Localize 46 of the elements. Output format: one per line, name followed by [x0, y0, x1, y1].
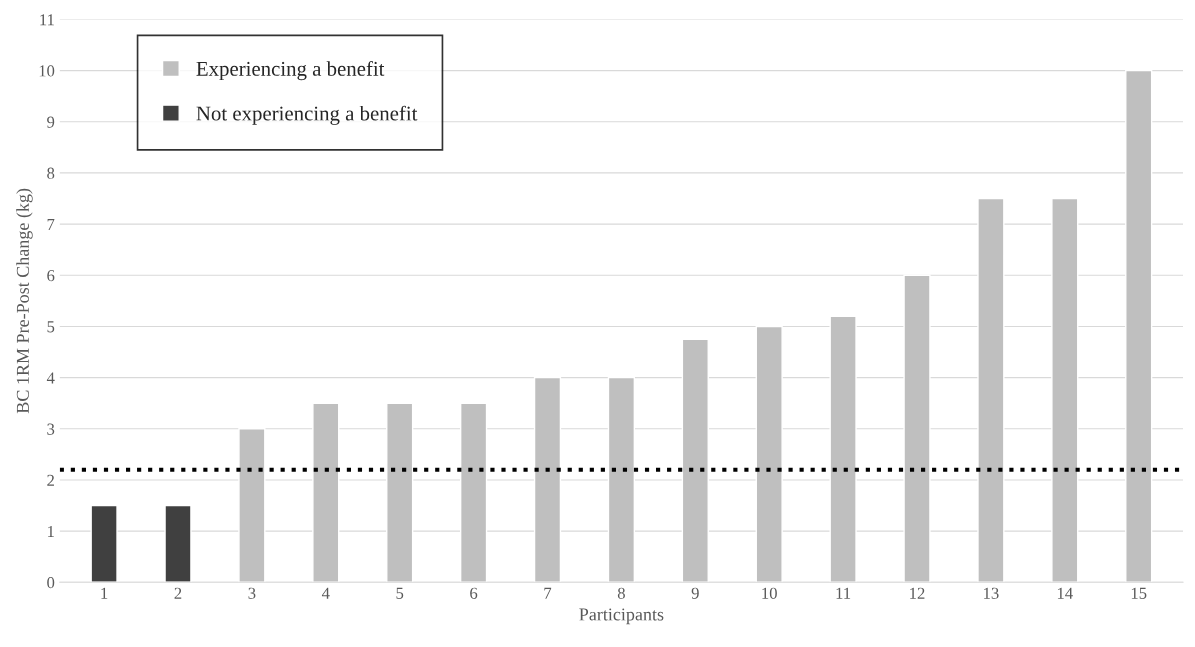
x-tick-label: 15 — [1131, 587, 1147, 599]
x-tick-label: 14 — [1057, 587, 1073, 599]
y-tick-label: 7 — [47, 218, 55, 230]
y-tick-label: 3 — [47, 423, 55, 435]
y-tick-label: 1 — [48, 525, 54, 537]
bar — [164, 504, 192, 583]
x-tick-label: 4 — [321, 587, 330, 599]
x-tick-label: 11 — [836, 587, 851, 599]
bar — [386, 402, 414, 583]
bar — [607, 376, 636, 583]
y-axis-title: BC 1RM Pre-Post Change (kg) — [16, 188, 33, 414]
x-tick-label: 10 — [762, 587, 777, 599]
y-tick-label: 0 — [47, 577, 55, 589]
x-tick-label: 3 — [248, 587, 256, 599]
x-tick-label: 2 — [174, 587, 182, 599]
y-tick-label: 5 — [47, 321, 55, 333]
bar — [1051, 197, 1079, 583]
bar — [1125, 69, 1153, 583]
x-tick-label: 9 — [691, 587, 699, 599]
y-tick-label: 6 — [47, 270, 55, 282]
y-tick-label: 8 — [47, 167, 55, 179]
bar — [977, 197, 1005, 583]
legend-label: Experiencing a benefit — [196, 61, 385, 81]
y-tick-label: 4 — [46, 372, 55, 384]
x-tick-label: 13 — [984, 587, 999, 599]
x-tick-label: 6 — [470, 587, 478, 599]
x-tick-label: 5 — [396, 587, 404, 599]
x-tick-label: 1 — [101, 587, 108, 599]
legend-label: Not experiencing a benefit — [196, 105, 418, 125]
y-tick-label: 11 — [40, 14, 54, 26]
bar — [681, 338, 709, 583]
bar — [533, 376, 562, 583]
x-tick-label: 12 — [910, 587, 925, 599]
bar — [90, 504, 118, 583]
x-tick-label: 7 — [544, 587, 552, 599]
bar — [312, 402, 340, 583]
y-tick-label: 2 — [47, 474, 54, 486]
x-axis-title: Participants — [579, 608, 664, 625]
bar — [755, 325, 783, 583]
y-tick-label: 10 — [39, 65, 55, 77]
bar — [238, 428, 266, 583]
bar — [459, 402, 488, 583]
y-tick-label: 9 — [47, 116, 55, 128]
x-tick-label: 8 — [617, 587, 625, 599]
bar — [903, 274, 931, 583]
bar — [829, 315, 857, 583]
